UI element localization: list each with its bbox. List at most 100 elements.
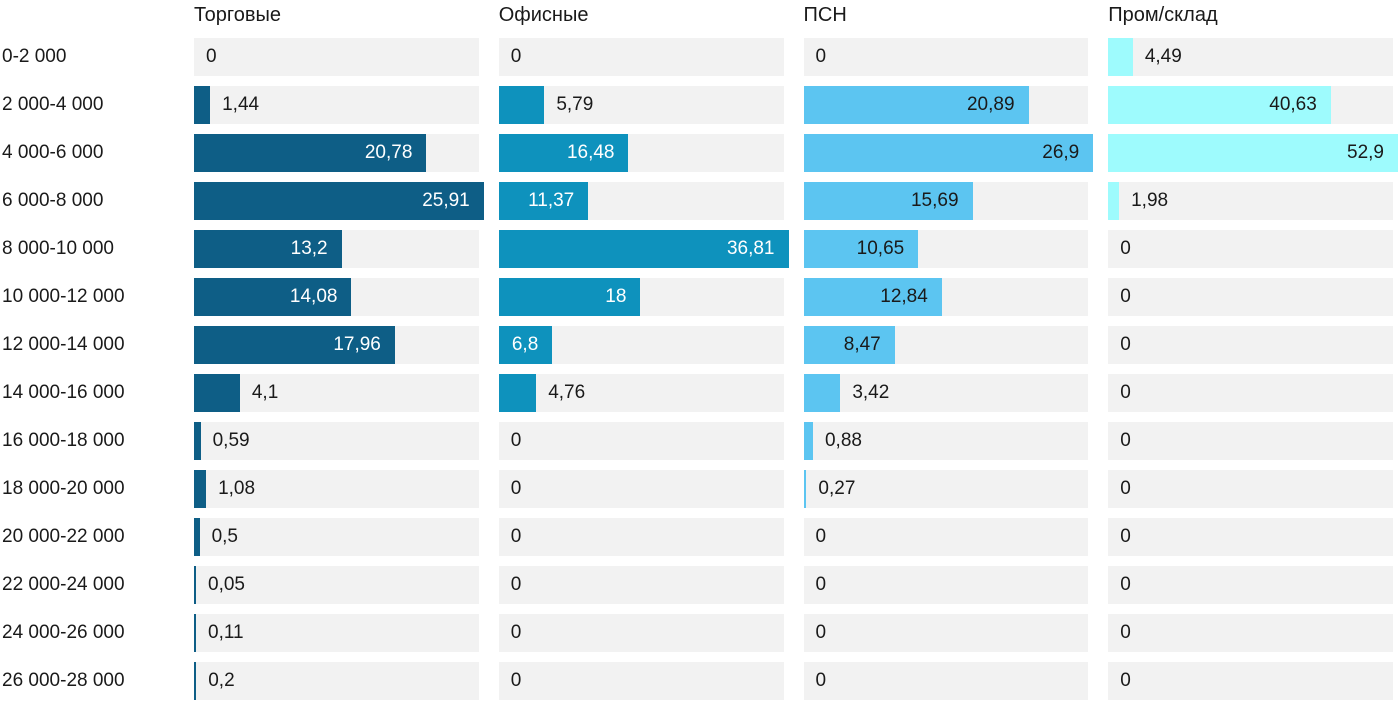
- row-label: 22 000-24 000: [2, 574, 125, 595]
- chart-row: 26 000-28 000 0,2 0 0 0: [0, 662, 1393, 700]
- row-label: 24 000-26 000: [2, 622, 125, 643]
- bar-value-label: 0: [510, 46, 522, 67]
- bar-track: 0: [803, 518, 1089, 556]
- bar-track: 0: [498, 470, 784, 508]
- bar-value-label: 0: [815, 670, 827, 691]
- bar: [803, 230, 919, 268]
- column-header: ПСН: [803, 4, 847, 26]
- bar: [1108, 38, 1133, 76]
- bar-track: 25,91: [194, 182, 484, 220]
- column-header: Торговые: [194, 4, 282, 26]
- bar: [194, 614, 196, 652]
- bar-track: 0,11: [194, 614, 479, 652]
- bar-track: 0: [1108, 422, 1393, 460]
- bar-value-label: 0: [815, 622, 827, 643]
- bar-track: 13,2: [194, 230, 479, 268]
- bar-value-label: 4,1: [251, 382, 279, 403]
- bar-value-label: 5,79: [556, 94, 594, 115]
- bar: [498, 86, 545, 124]
- bar: [803, 182, 973, 220]
- bar-value-label: 0: [1120, 334, 1131, 355]
- bar-track: 0: [803, 38, 1089, 76]
- column-header: Офисные: [498, 4, 589, 26]
- bar: [498, 230, 789, 268]
- bar-track: 3,42: [803, 374, 1089, 412]
- bar: [194, 662, 197, 700]
- bar-track: 20,89: [803, 86, 1089, 124]
- bar: [803, 134, 1094, 172]
- bar-value-label: 0: [1120, 622, 1131, 643]
- bar-track: 0: [1108, 662, 1393, 700]
- bar-track: 0: [498, 422, 784, 460]
- bar: [803, 326, 895, 364]
- bar-value-label: 17,96: [333, 334, 381, 355]
- bar-track: 0,2: [194, 662, 479, 700]
- bar-value-label: 0: [510, 670, 522, 691]
- bar: [194, 182, 484, 220]
- bar-value-label: 8,47: [843, 334, 881, 355]
- row-label: 16 000-18 000: [2, 430, 125, 451]
- bar-value-label: 0: [206, 46, 217, 67]
- bar-value-label: 0,5: [211, 526, 238, 547]
- bar-value-label: 1,44: [222, 94, 260, 115]
- chart-row: 4 000-6 000 20,78 16,48 26,9 52,9: [0, 134, 1398, 172]
- row-label: 6 000-8 000: [2, 190, 104, 211]
- bar-value-label: 0: [1120, 382, 1131, 403]
- bar-value-label: 0,05: [208, 574, 245, 595]
- bar-track: 16,48: [498, 134, 784, 172]
- chart-row: 16 000-18 000 0,59 0 0,88 0: [0, 422, 1393, 460]
- row-label: 4 000-6 000: [2, 142, 104, 163]
- row-label: 0-2 000: [2, 46, 67, 67]
- bar-track: 0: [1108, 374, 1393, 412]
- bar-value-label: 0: [510, 526, 522, 547]
- bar: [803, 278, 942, 316]
- bar-value-label: 0: [1120, 286, 1131, 307]
- column-header-row: Торговые Офисные ПСН Пром/склад: [0, 2, 1393, 28]
- bar-track: 17,96: [194, 326, 479, 364]
- bar-track: 0: [498, 662, 784, 700]
- header-spacer: [0, 2, 174, 28]
- bar-value-label: 0: [1120, 526, 1131, 547]
- chart-row: 0-2 000 0 0 0 4,49: [0, 38, 1393, 76]
- bar-track: 0,5: [194, 518, 479, 556]
- bar-track: 0: [1108, 230, 1393, 268]
- bar-value-label: 0,59: [212, 430, 250, 451]
- bar-track: 0,59: [194, 422, 479, 460]
- bar-track: 0: [1108, 470, 1393, 508]
- row-label: 26 000-28 000: [2, 670, 125, 691]
- bar-track: 0: [1108, 518, 1393, 556]
- bar-value-label: 16,48: [566, 142, 615, 163]
- row-label: 18 000-20 000: [2, 478, 125, 499]
- bar: [1108, 182, 1120, 220]
- bar-value-label: 25,91: [422, 190, 470, 211]
- row-label: 2 000-4 000: [2, 94, 104, 115]
- bar: [1108, 134, 1398, 172]
- bar-value-label: 52,9: [1347, 142, 1384, 163]
- bar-value-label: 1,08: [218, 478, 256, 499]
- bar: [194, 134, 427, 172]
- bar-value-label: 4,76: [548, 382, 586, 403]
- bar-track: 4,1: [194, 374, 479, 412]
- bar: [194, 278, 352, 316]
- bar-value-label: 0: [510, 478, 522, 499]
- bar-value-label: 0: [510, 430, 522, 451]
- bar-track: 0: [1108, 326, 1393, 364]
- bar-track: 8,47: [803, 326, 1089, 364]
- chart-row: 8 000-10 000 13,2 36,81 10,65 0: [0, 230, 1393, 268]
- bar-track: 10,65: [803, 230, 1089, 268]
- bar-value-label: 0: [1120, 430, 1131, 451]
- bar-value-label: 18: [605, 286, 627, 307]
- bar-value-label: 11,37: [528, 190, 575, 211]
- bar-track: 4,49: [1108, 38, 1393, 76]
- chart-row: 2 000-4 000 1,44 5,79 20,89 40,63: [0, 86, 1393, 124]
- bar-value-label: 0,27: [818, 478, 856, 499]
- bar: [803, 470, 807, 508]
- bar-value-label: 15,69: [910, 190, 959, 211]
- chart-row: 14 000-16 000 4,1 4,76 3,42 0: [0, 374, 1393, 412]
- bar: [194, 86, 211, 124]
- bar-value-label: 6,8: [511, 334, 539, 355]
- bar-track: 52,9: [1108, 134, 1398, 172]
- bar-value-label: 20,89: [966, 94, 1015, 115]
- bar-value-label: 0: [510, 622, 522, 643]
- bar-track: 0,27: [803, 470, 1089, 508]
